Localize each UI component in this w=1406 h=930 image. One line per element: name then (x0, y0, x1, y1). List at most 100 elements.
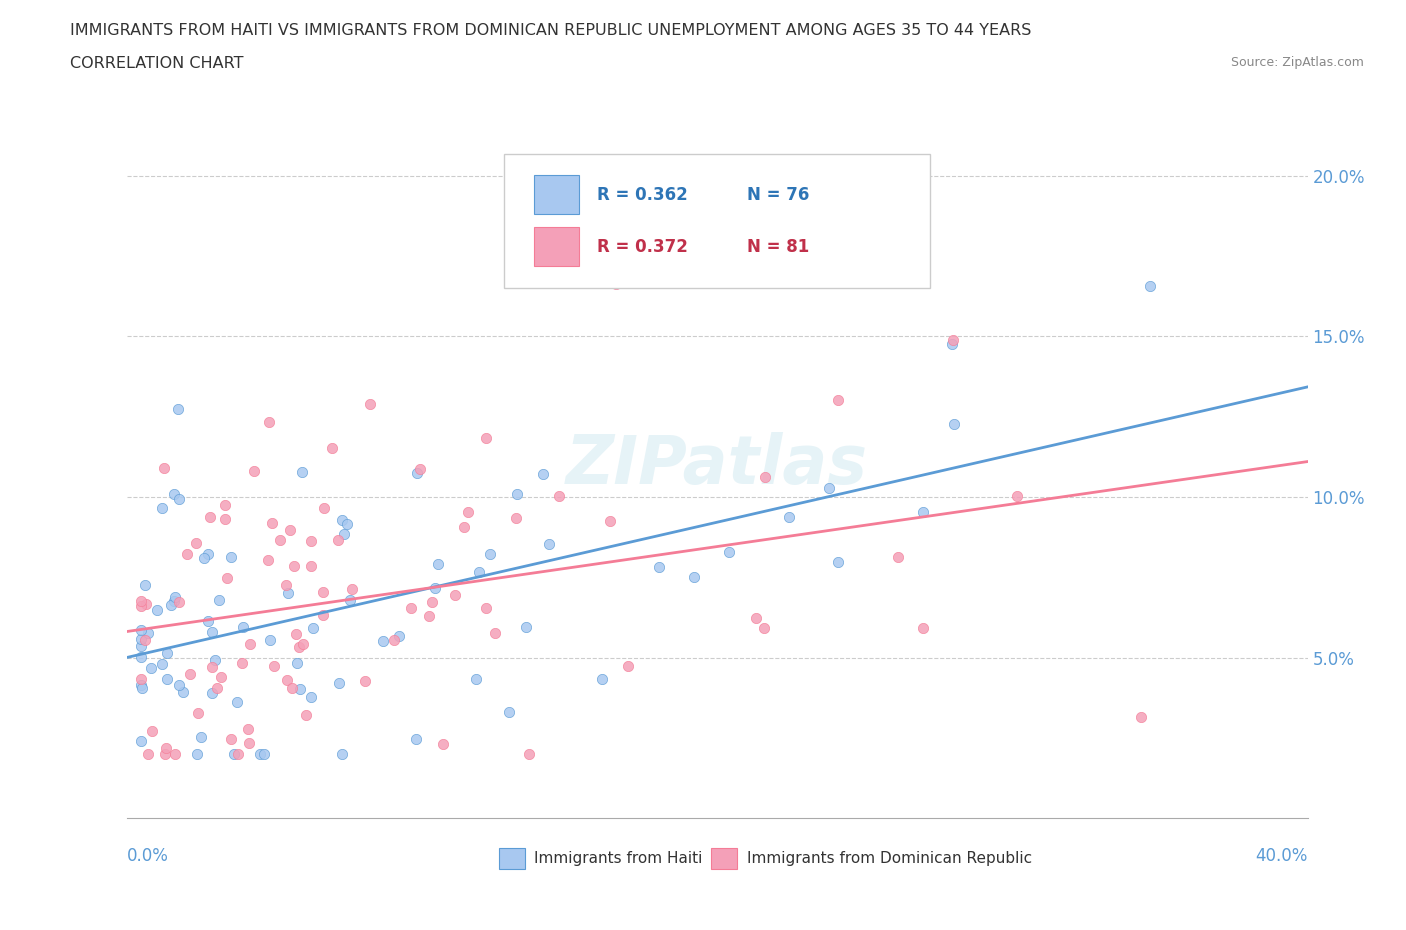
Point (129, 639, 153, 654)
Point (911, 504, 934, 519)
Point (943, 417, 966, 432)
Point (465, 671, 488, 686)
Point (262, 515, 284, 530)
Point (617, 658, 640, 673)
Point (201, 685, 224, 700)
Point (228, 747, 250, 762)
Text: R = 0.372: R = 0.372 (596, 237, 688, 256)
Point (252, 747, 274, 762)
Point (257, 415, 280, 430)
Point (299, 534, 322, 549)
Point (224, 747, 246, 762)
Point (288, 681, 311, 696)
Point (754, 470, 776, 485)
Point (328, 676, 350, 691)
Point (155, 740, 177, 755)
Point (339, 592, 361, 607)
Point (163, 486, 186, 501)
Point (515, 619, 537, 634)
Point (426, 556, 449, 571)
Point (321, 440, 343, 455)
Point (752, 621, 775, 636)
Point (682, 569, 704, 584)
Point (201, 660, 224, 675)
Point (371, 633, 394, 648)
Point (276, 578, 298, 592)
Point (129, 631, 153, 646)
Point (717, 545, 740, 560)
Point (129, 623, 153, 638)
Point (179, 667, 201, 682)
Point (146, 603, 169, 618)
Point (155, 645, 177, 660)
Point (169, 594, 191, 609)
Point (517, 747, 540, 762)
Point (537, 537, 560, 551)
FancyBboxPatch shape (499, 848, 524, 870)
Point (778, 510, 800, 525)
Point (531, 466, 554, 481)
Point (193, 551, 215, 565)
Point (159, 597, 181, 612)
Point (208, 592, 231, 607)
Point (475, 601, 498, 616)
Point (457, 504, 479, 519)
Point (299, 558, 322, 573)
Point (420, 594, 443, 609)
Point (190, 730, 212, 745)
Point (236, 722, 259, 737)
Point (238, 736, 260, 751)
Text: CORRELATION CHART: CORRELATION CHART (70, 56, 243, 71)
Point (1139, 278, 1161, 293)
Point (214, 498, 236, 512)
Point (135, 596, 157, 611)
Point (184, 536, 207, 551)
Point (167, 491, 190, 506)
Point (134, 632, 156, 647)
Point (505, 511, 527, 525)
Point (259, 632, 281, 647)
Point (129, 599, 153, 614)
Point (941, 336, 963, 351)
Point (138, 625, 160, 640)
Text: N = 81: N = 81 (747, 237, 808, 256)
Point (131, 680, 153, 695)
Text: Source: ZipAtlas.com: Source: ZipAtlas.com (1230, 56, 1364, 69)
Point (231, 656, 253, 671)
Text: Immigrants from Haiti: Immigrants from Haiti (534, 851, 703, 866)
Point (292, 636, 315, 651)
Point (285, 656, 308, 671)
Point (886, 550, 908, 565)
FancyBboxPatch shape (534, 175, 579, 214)
Point (150, 657, 173, 671)
Point (288, 640, 311, 655)
Point (444, 588, 467, 603)
Point (257, 552, 280, 567)
Point (285, 626, 308, 641)
Point (418, 608, 440, 623)
Point (548, 488, 571, 503)
Point (312, 608, 335, 623)
Point (453, 519, 475, 534)
Point (204, 652, 226, 667)
Point (498, 704, 520, 719)
Point (172, 684, 194, 699)
Point (226, 694, 249, 709)
Text: ZIPatlas: ZIPatlas (567, 432, 868, 498)
Point (129, 593, 153, 608)
Point (326, 533, 349, 548)
Point (214, 512, 236, 526)
Point (912, 620, 935, 635)
Point (201, 624, 224, 639)
Point (354, 674, 377, 689)
Point (167, 678, 190, 693)
Point (153, 460, 176, 475)
Text: 40.0%: 40.0% (1256, 846, 1308, 865)
Point (399, 601, 422, 616)
Point (468, 565, 491, 579)
Point (134, 578, 156, 592)
Point (745, 610, 768, 625)
Point (818, 481, 841, 496)
Point (382, 633, 405, 648)
Point (276, 672, 298, 687)
